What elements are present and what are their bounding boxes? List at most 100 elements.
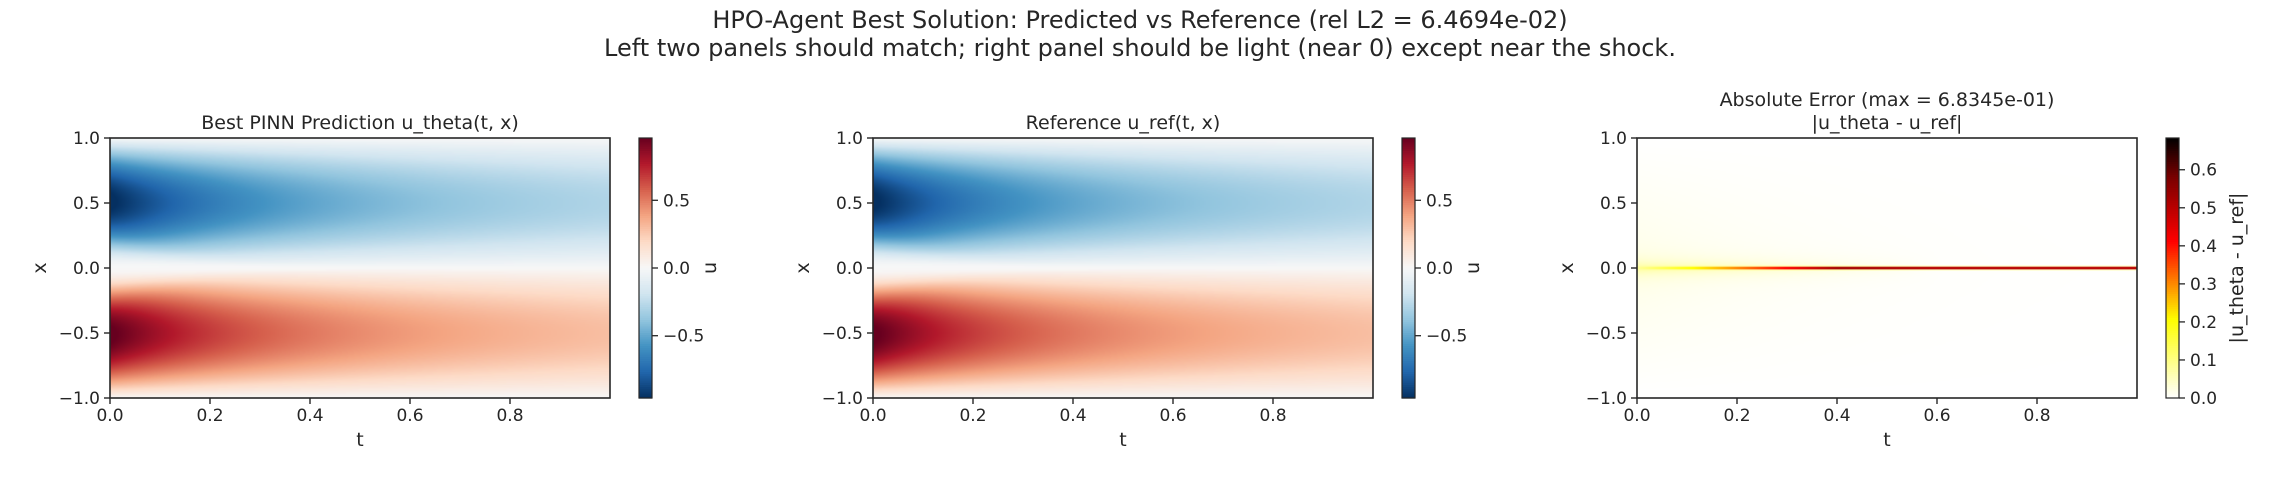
y-tick-label: 0.0 (73, 259, 100, 279)
colorbar-segment (1402, 324, 1415, 328)
colorbar-segment (639, 291, 652, 295)
colorbar-segment (2166, 333, 2179, 336)
colorbar-segment (1402, 224, 1415, 228)
colorbar-segment (639, 265, 652, 269)
colorbar-segment (1402, 198, 1415, 202)
colorbar-segment (1402, 300, 1415, 304)
colorbar-segment (639, 391, 652, 395)
colorbar-segment (1402, 146, 1415, 150)
colorbar-segment (2166, 326, 2179, 330)
colorbar-segment (2166, 205, 2179, 208)
colorbar-segment (2166, 179, 2179, 182)
colorbar-segment (1402, 354, 1415, 358)
colorbar-tick-label: 0.4 (2190, 237, 2217, 257)
heatmap-image (110, 138, 610, 398)
colorbar-segment (2166, 380, 2179, 384)
colorbar-segment (639, 164, 652, 167)
colorbar-tick-label: 0.5 (1426, 191, 1453, 211)
y-tick-label: −0.5 (59, 324, 100, 344)
colorbar-segment (1402, 172, 1415, 176)
x-axis-label: t (1119, 429, 1126, 451)
colorbar-tick-label: 0.3 (2190, 275, 2217, 295)
colorbar-segment (2166, 209, 2179, 213)
colorbar-segment (1402, 205, 1415, 208)
colorbar-segment (639, 226, 652, 230)
colorbar-tick-label: −0.5 (663, 327, 704, 347)
colorbar-segment (639, 302, 652, 306)
colorbar-segment (1402, 235, 1415, 239)
colorbar-segment (1402, 242, 1415, 245)
panel-1: Best PINN Prediction u_theta(t, x) 0.0 0.2… (29, 112, 721, 451)
colorbar-segment (639, 194, 652, 198)
x-tick-label: 0.8 (2023, 406, 2050, 426)
colorbar-segment (639, 372, 652, 375)
colorbar-segment (639, 300, 652, 304)
colorbar-segment (1402, 196, 1415, 200)
colorbar-segment (639, 395, 652, 399)
colorbar-segment (639, 174, 652, 178)
colorbar-segment (2166, 315, 2179, 319)
colorbar-segment (2166, 252, 2179, 256)
colorbar-segment (639, 198, 652, 202)
colorbar-segment (2166, 177, 2179, 180)
colorbar-segment (1402, 144, 1415, 148)
colorbar-segment (1402, 142, 1415, 146)
colorbar-segment (639, 248, 652, 252)
colorbar-segment (639, 229, 652, 232)
colorbar-segment (1402, 339, 1415, 343)
colorbar-segment (1402, 378, 1415, 382)
colorbar-segment (639, 205, 652, 208)
colorbar-segment (1402, 359, 1415, 362)
colorbar-segment (2166, 278, 2179, 282)
colorbar-segment (1402, 244, 1415, 247)
colorbar-segment (1402, 220, 1415, 224)
colorbar-segment (2166, 324, 2179, 328)
colorbar-segment (2166, 317, 2179, 321)
colorbar-segment (2166, 268, 2179, 271)
panel-3: Absolute Error (max = 6.8345e-01)|u_thet… (1556, 89, 2248, 451)
colorbar-segment (2166, 395, 2179, 399)
colorbar-segment (2166, 291, 2179, 295)
colorbar-segment (2166, 289, 2179, 293)
colorbar-segment (2166, 341, 2179, 345)
colorbar-segment (639, 389, 652, 393)
colorbar-segment (1402, 155, 1415, 159)
y-tick-label: 0.5 (836, 194, 863, 214)
colorbar-segment (639, 151, 652, 154)
colorbar-segment (2166, 363, 2179, 367)
colorbar-segment (1402, 216, 1415, 219)
colorbar-segment (1402, 268, 1415, 271)
x-tick-label: 0.0 (859, 406, 886, 426)
colorbar-segment (1402, 382, 1415, 386)
colorbar-segment (639, 281, 652, 284)
colorbar-segment (2166, 190, 2179, 193)
colorbar-segment (1402, 151, 1415, 154)
colorbar-segment (1402, 168, 1415, 172)
colorbar-segment (1402, 346, 1415, 349)
colorbar-segment (1402, 363, 1415, 367)
x-tick-label: 0.0 (1623, 406, 1650, 426)
colorbar-segment (1402, 179, 1415, 182)
colorbar-segment (2166, 261, 2179, 265)
colorbar-segment (2166, 350, 2179, 354)
colorbar-segment (639, 255, 652, 258)
colorbar-segment (1402, 385, 1415, 388)
colorbar-segment (639, 242, 652, 245)
y-tick-label: 0.5 (1600, 194, 1627, 214)
colorbar-segment (2166, 242, 2179, 245)
colorbar-segment (1402, 252, 1415, 256)
colorbar-segment (639, 168, 652, 172)
colorbar-segment (2166, 172, 2179, 176)
colorbar-segment (1402, 211, 1415, 215)
colorbar-segment (1402, 307, 1415, 310)
colorbar-frame (2165, 137, 2180, 399)
y-tick-label: −1.0 (1586, 389, 1627, 409)
colorbar-segment (639, 187, 652, 191)
colorbar-segment (639, 268, 652, 271)
colorbar-segment (1402, 248, 1415, 252)
colorbar-segment (639, 374, 652, 377)
panel-title-line2: |u_theta - u_ref| (1812, 112, 1963, 134)
colorbar-segment (639, 196, 652, 200)
colorbar-segment (639, 385, 652, 388)
